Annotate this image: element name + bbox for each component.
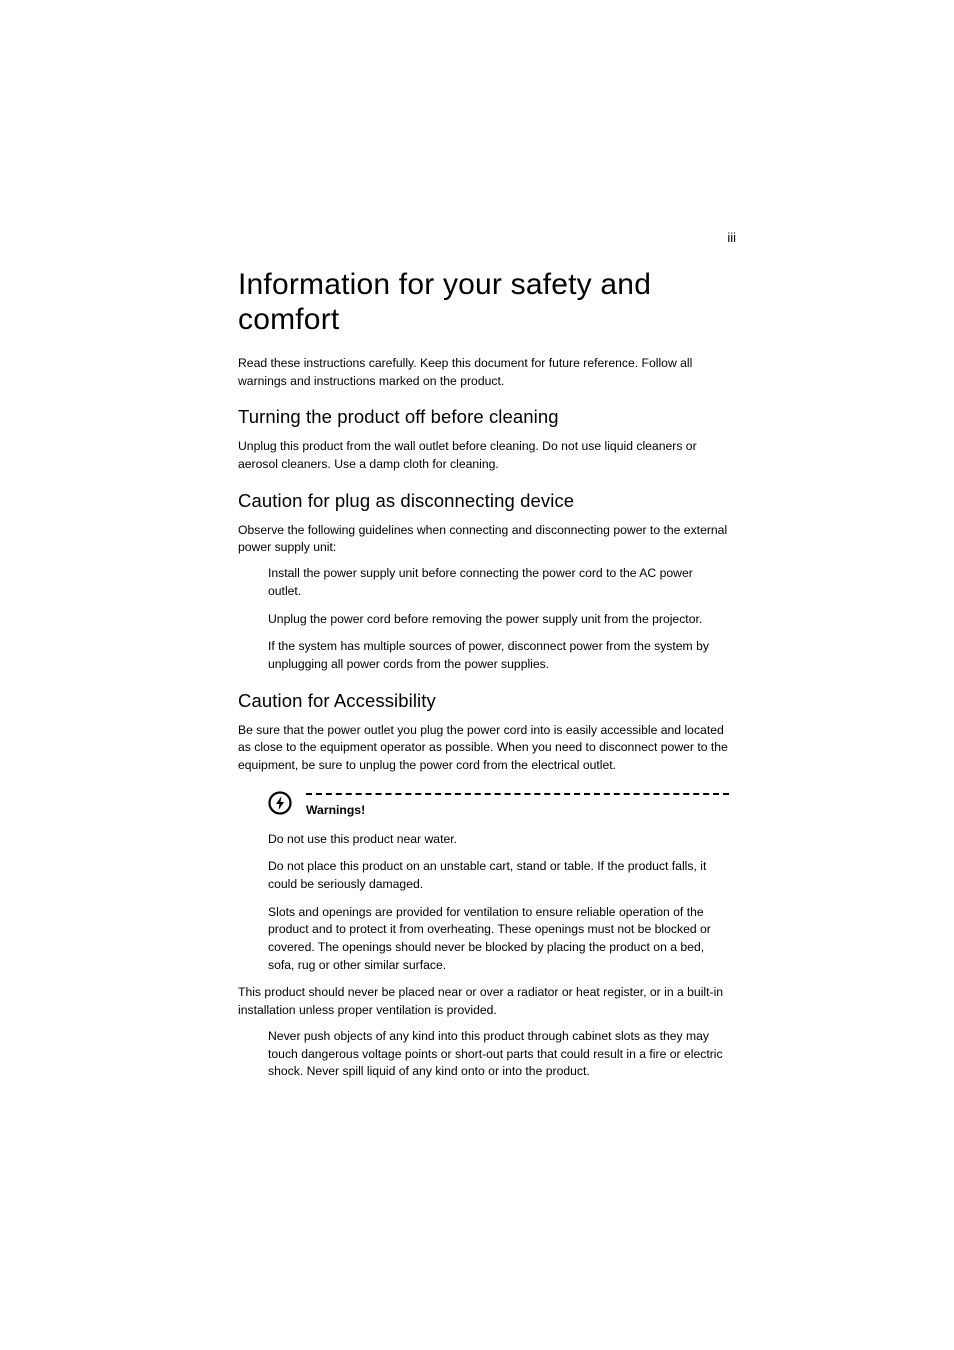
section3-heading: Caution for Accessibility xyxy=(238,690,729,712)
section2-list: Install the power supply unit before con… xyxy=(238,565,729,673)
list-item: Do not use this product near water. xyxy=(268,831,729,849)
page-content: Information for your safety and comfort … xyxy=(0,0,954,1081)
list-item: Never push objects of any kind into this… xyxy=(268,1028,729,1081)
warning-label: Warnings! xyxy=(306,803,729,817)
list-item: Do not place this product on an unstable… xyxy=(268,858,729,893)
section2-heading: Caution for plug as disconnecting device xyxy=(238,490,729,512)
list-item: Slots and openings are provided for vent… xyxy=(268,904,729,975)
warning-middle: This product should never be placed near… xyxy=(238,984,729,1019)
warning-list-a: Do not use this product near water. Do n… xyxy=(238,831,729,975)
section1-heading: Turning the product off before cleaning xyxy=(238,406,729,428)
warning-divider xyxy=(306,793,729,795)
list-item: Unplug the power cord before removing th… xyxy=(268,611,729,629)
section2-intro: Observe the following guidelines when co… xyxy=(238,522,729,557)
section1-body: Unplug this product from the wall outlet… xyxy=(238,438,729,473)
warning-list-b: Never push objects of any kind into this… xyxy=(238,1028,729,1081)
list-item: Install the power supply unit before con… xyxy=(268,565,729,600)
page-number: iii xyxy=(727,230,736,245)
section3-body: Be sure that the power outlet you plug t… xyxy=(238,722,729,775)
main-title: Information for your safety and comfort xyxy=(238,268,729,337)
intro-paragraph: Read these instructions carefully. Keep … xyxy=(238,355,729,390)
warning-header: Warnings! xyxy=(238,793,729,817)
list-item: If the system has multiple sources of po… xyxy=(268,638,729,673)
lightning-icon xyxy=(268,791,292,820)
